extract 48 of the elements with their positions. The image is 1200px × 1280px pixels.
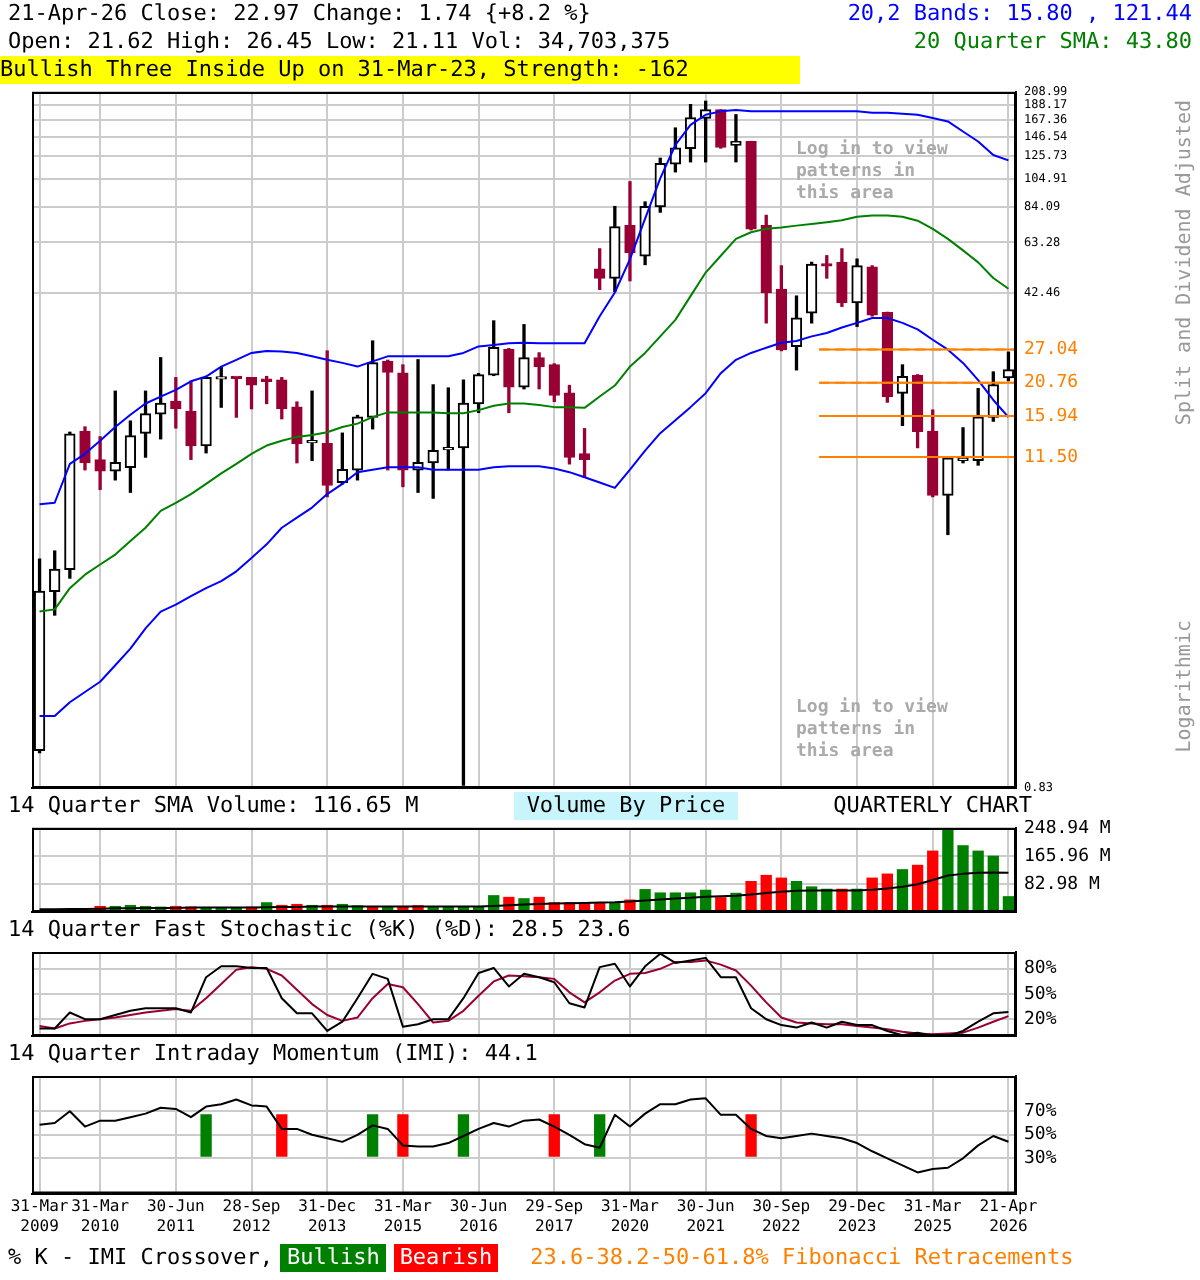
annotation: Log in to view patterns in this area [796,698,950,764]
x-tick-label: 30-Jun 2016 [449,1197,508,1235]
text: Bearish [393,1244,499,1272]
y-tick-label: 50% [1024,1125,1058,1146]
bar [927,850,939,912]
x-tick-label: 31-Dec 2013 [298,1197,357,1235]
x-tick-label: 31-Mar 2020 [601,1197,660,1235]
x-tick-label: 31-Mar 2015 [373,1197,433,1235]
ref-line-label: 20.76 [1024,373,1079,394]
y-tick-label: 30% [1024,1149,1058,1170]
bar [987,855,999,912]
text: 20 Quarter SMA: 43.80 [913,28,1192,56]
y-tick-label: 248.94 M [1024,818,1112,839]
x-tick-label: 21-Apr 2026 [979,1197,1038,1235]
y-tick-label: 80% [1024,959,1058,980]
annotation: Log in to view patterns in this area [796,140,950,206]
text: Volume By Price [514,792,738,820]
x-tick-label: 30-Jun 2021 [676,1197,735,1235]
x-tick-label: 30-Jun 2011 [146,1197,206,1235]
x-tick-label: 31-Mar 2009 [10,1197,69,1235]
x-tick-label: 30-Sep 2022 [752,1197,811,1235]
chart-title: 14 Quarter Fast Stochastic (%K) (%D): 28.5 23.6 [8,916,631,944]
y-axis-title: Split and Dividend Adjusted [1174,100,1196,426]
x-tick-label: 31-Mar 2025 [903,1197,962,1235]
text: 20,2 Bands: 15.80 , 121.44 [847,0,1192,28]
y-tick-label: 20% [1024,1009,1058,1030]
chart-title: 21-Apr-26 Close: 22.97 Change: 1.74 {+8.2 %} [8,0,593,28]
text: QUARTERLY CHART [833,792,1032,820]
ref-line-label: 27.04 [1024,340,1079,361]
text: Bullish Three Inside Up on 31-Mar-23, Strength: -162 [0,56,800,84]
x-tick-label: 29-Dec 2023 [828,1197,887,1235]
chart-title: 14 Quarter Intraday Momentum (IMI): 44.1 [8,1040,538,1068]
chart-subtitle: Open: 21.62 High: 26.45 Low: 21.11 Vol: 34,703,375 [8,28,671,56]
ref-line-label: 15.94 [1024,406,1079,427]
text: Logarithmic [1174,619,1196,752]
ref-line-label: 11.50 [1024,447,1079,468]
chart-title: 14 Quarter SMA Volume: 116.65 M [8,792,419,820]
y-tick-label: 50% [1024,984,1058,1005]
legend-title: % K - IMI Crossover, [8,1244,273,1272]
x-tick-label: 28-Sep 2012 [222,1197,281,1235]
y-tick-label: 82.98 M [1024,874,1102,895]
x-tick-label: 31-Mar 2010 [71,1197,130,1235]
y-tick-label: 70% [1024,1101,1058,1122]
bar [745,880,757,912]
text: Bullish [280,1244,386,1272]
y-tick-label: 165.96 M [1024,846,1112,867]
text: 23.6-38.2-50-61.8% Fibonacci Retracements [530,1244,1074,1272]
x-tick-label: 29-Sep 2017 [525,1197,584,1235]
